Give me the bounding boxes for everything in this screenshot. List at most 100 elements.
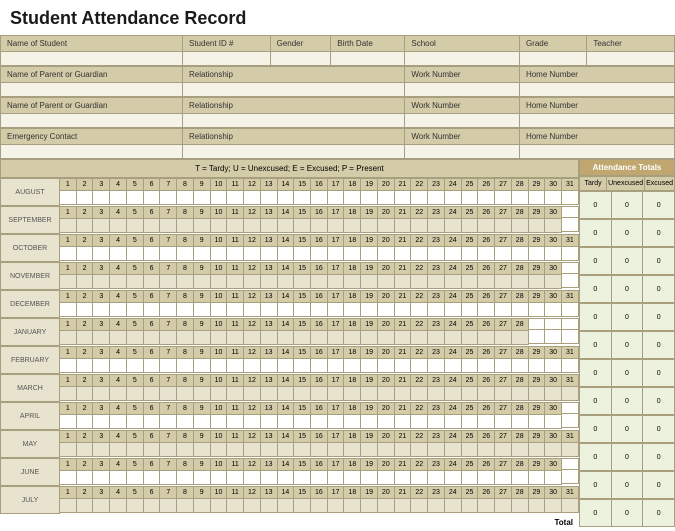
attendance-cell[interactable] (462, 415, 479, 429)
attendance-cell[interactable] (545, 359, 562, 373)
attendance-cell[interactable] (211, 191, 228, 205)
attendance-cell[interactable] (562, 359, 579, 373)
attendance-cell[interactable] (328, 499, 345, 513)
attendance-cell[interactable] (244, 191, 261, 205)
attendance-cell[interactable] (462, 443, 479, 457)
attendance-cell[interactable] (344, 359, 361, 373)
attendance-cell[interactable] (194, 275, 211, 289)
attendance-cell[interactable] (194, 471, 211, 485)
attendance-cell[interactable] (211, 359, 228, 373)
attendance-cell[interactable] (211, 331, 228, 345)
attendance-cell[interactable] (344, 191, 361, 205)
attendance-cell[interactable] (378, 219, 395, 233)
attendance-cell[interactable] (495, 359, 512, 373)
attendance-cell[interactable] (60, 415, 77, 429)
attendance-cell[interactable] (177, 499, 194, 513)
attendance-cell[interactable] (428, 247, 445, 261)
info-input-cell[interactable] (519, 114, 674, 128)
attendance-cell[interactable] (127, 359, 144, 373)
attendance-cell[interactable] (562, 443, 579, 457)
attendance-cell[interactable] (227, 387, 244, 401)
attendance-cell[interactable] (311, 387, 328, 401)
attendance-cell[interactable] (60, 331, 77, 345)
attendance-cell[interactable] (311, 331, 328, 345)
attendance-cell[interactable] (110, 331, 127, 345)
attendance-cell[interactable] (311, 219, 328, 233)
attendance-cell[interactable] (328, 387, 345, 401)
attendance-cell[interactable] (244, 359, 261, 373)
attendance-cell[interactable] (361, 219, 378, 233)
attendance-cell[interactable] (545, 191, 562, 205)
attendance-cell[interactable] (462, 471, 479, 485)
attendance-cell[interactable] (361, 415, 378, 429)
info-input-cell[interactable] (1, 52, 183, 66)
attendance-cell[interactable] (395, 219, 412, 233)
attendance-cell[interactable] (160, 331, 177, 345)
attendance-cell[interactable] (311, 415, 328, 429)
attendance-cell[interactable] (344, 499, 361, 513)
attendance-cell[interactable] (344, 415, 361, 429)
attendance-cell[interactable] (395, 499, 412, 513)
attendance-cell[interactable] (110, 219, 127, 233)
info-input-cell[interactable] (182, 83, 404, 97)
attendance-cell[interactable] (77, 499, 94, 513)
attendance-cell[interactable] (462, 387, 479, 401)
attendance-cell[interactable] (144, 247, 161, 261)
attendance-cell[interactable] (60, 443, 77, 457)
attendance-cell[interactable] (227, 471, 244, 485)
attendance-cell[interactable] (77, 471, 94, 485)
info-input-cell[interactable] (519, 52, 586, 66)
attendance-cell[interactable] (328, 415, 345, 429)
attendance-cell[interactable] (278, 247, 295, 261)
attendance-cell[interactable] (411, 331, 428, 345)
attendance-cell[interactable] (194, 387, 211, 401)
attendance-cell[interactable] (110, 471, 127, 485)
attendance-cell[interactable] (278, 499, 295, 513)
attendance-cell[interactable] (177, 275, 194, 289)
attendance-cell[interactable] (445, 219, 462, 233)
attendance-cell[interactable] (278, 471, 295, 485)
info-input-cell[interactable] (331, 52, 405, 66)
attendance-cell[interactable] (512, 331, 529, 345)
attendance-cell[interactable] (311, 471, 328, 485)
attendance-cell[interactable] (177, 471, 194, 485)
attendance-cell[interactable] (545, 303, 562, 317)
attendance-cell[interactable] (60, 359, 77, 373)
attendance-cell[interactable] (60, 275, 77, 289)
attendance-cell[interactable] (77, 443, 94, 457)
attendance-cell[interactable] (261, 499, 278, 513)
attendance-cell[interactable] (529, 471, 546, 485)
attendance-cell[interactable] (144, 331, 161, 345)
attendance-cell[interactable] (93, 387, 110, 401)
attendance-cell[interactable] (77, 303, 94, 317)
attendance-cell[interactable] (211, 471, 228, 485)
attendance-cell[interactable] (478, 275, 495, 289)
attendance-cell[interactable] (395, 331, 412, 345)
attendance-cell[interactable] (227, 275, 244, 289)
attendance-cell[interactable] (478, 471, 495, 485)
attendance-cell[interactable] (512, 499, 529, 513)
attendance-cell[interactable] (194, 331, 211, 345)
attendance-cell[interactable] (77, 247, 94, 261)
attendance-cell[interactable] (445, 303, 462, 317)
attendance-cell[interactable] (127, 303, 144, 317)
attendance-cell[interactable] (211, 415, 228, 429)
attendance-cell[interactable] (144, 387, 161, 401)
attendance-cell[interactable] (428, 303, 445, 317)
attendance-cell[interactable] (512, 303, 529, 317)
attendance-cell[interactable] (344, 387, 361, 401)
attendance-cell[interactable] (294, 219, 311, 233)
attendance-cell[interactable] (177, 443, 194, 457)
attendance-cell[interactable] (411, 359, 428, 373)
attendance-cell[interactable] (227, 219, 244, 233)
attendance-cell[interactable] (60, 471, 77, 485)
info-input-cell[interactable] (405, 52, 520, 66)
attendance-cell[interactable] (227, 415, 244, 429)
attendance-cell[interactable] (512, 471, 529, 485)
attendance-cell[interactable] (462, 303, 479, 317)
attendance-cell[interactable] (328, 471, 345, 485)
attendance-cell[interactable] (127, 443, 144, 457)
attendance-cell[interactable] (294, 443, 311, 457)
attendance-cell[interactable] (77, 359, 94, 373)
attendance-cell[interactable] (77, 219, 94, 233)
